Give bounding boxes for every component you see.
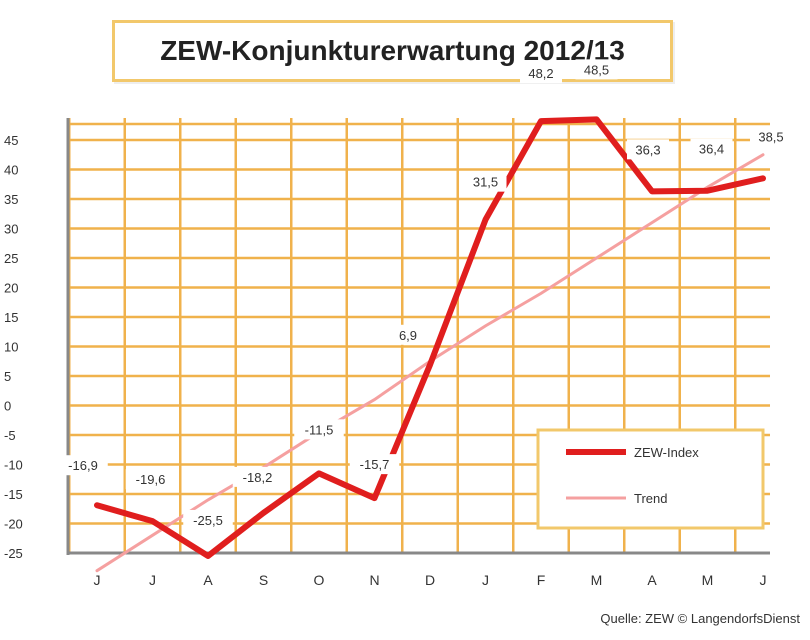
data-point xyxy=(261,510,266,516)
source-note: Quelle: ZEW © LangendorfsDienst xyxy=(600,611,800,626)
x-tick-label: J xyxy=(482,572,489,588)
data-label: 36,3 xyxy=(635,142,660,157)
data-label: -15,7 xyxy=(360,457,390,472)
x-tick-label: J xyxy=(760,572,767,588)
data-point xyxy=(538,118,544,124)
x-tick-label: J xyxy=(149,572,156,588)
data-label-bg xyxy=(349,454,400,475)
data-label-bg xyxy=(520,63,562,84)
data-label-bg xyxy=(627,139,669,160)
y-tick-label: 10 xyxy=(4,340,18,355)
data-label-bg xyxy=(294,419,344,440)
data-label-bg xyxy=(390,324,426,345)
data-label: -19,6 xyxy=(136,472,166,487)
data-label: -25,5 xyxy=(193,513,223,528)
y-tick-label: 15 xyxy=(4,310,18,325)
data-point xyxy=(705,188,710,194)
x-tick-label: S xyxy=(259,572,268,588)
x-tick-label: F xyxy=(537,572,546,588)
data-label-bg xyxy=(575,59,618,80)
data-label: 38,5 xyxy=(758,129,783,144)
data-label-bg xyxy=(183,509,233,530)
data-point xyxy=(427,362,433,368)
y-tick-label: -15 xyxy=(4,487,23,502)
y-tick-label: 30 xyxy=(4,222,18,237)
data-point xyxy=(205,553,211,559)
x-tick-label: D xyxy=(425,572,435,588)
x-tick-label: A xyxy=(203,572,213,588)
y-tick-label: 40 xyxy=(4,163,18,178)
data-label-bg xyxy=(464,171,507,192)
y-tick-label: 20 xyxy=(4,281,18,296)
data-point xyxy=(483,217,488,223)
y-tick-label: -25 xyxy=(4,546,23,561)
y-tick-label: -20 xyxy=(4,517,23,532)
data-label: 48,5 xyxy=(584,62,609,77)
x-tick-label: A xyxy=(647,572,657,588)
x-tick-label: J xyxy=(94,572,101,588)
x-tick-label: N xyxy=(369,572,379,588)
data-label-bg xyxy=(690,138,733,159)
data-label: -18,2 xyxy=(243,470,273,485)
data-point xyxy=(150,518,155,524)
data-label-bg xyxy=(750,126,792,147)
data-label: 48,2 xyxy=(528,66,553,81)
y-tick-label: 0 xyxy=(4,399,11,414)
data-label: -11,5 xyxy=(305,422,334,437)
y-tick-label: 25 xyxy=(4,251,18,266)
data-point xyxy=(316,470,322,476)
data-point xyxy=(372,495,377,501)
legend-box xyxy=(536,428,765,530)
data-label: 6,9 xyxy=(399,328,417,343)
legend-label-zew: ZEW-Index xyxy=(634,445,699,460)
data-label: 36,4 xyxy=(699,142,724,157)
data-label-bg xyxy=(58,455,108,476)
chart-title-box: ZEW-Konjunkturerwartung 2012/13 xyxy=(112,20,673,82)
data-point xyxy=(594,116,599,122)
data-point xyxy=(760,175,766,181)
legend-label-trend: Trend xyxy=(634,491,667,506)
x-tick-label: M xyxy=(702,572,714,588)
y-tick-label: 35 xyxy=(4,192,18,207)
x-tick-label: O xyxy=(314,572,325,588)
y-tick-label: 5 xyxy=(4,369,11,384)
chart-title: ZEW-Konjunkturerwartung 2012/13 xyxy=(160,35,625,66)
data-label-bg xyxy=(125,469,176,490)
y-tick-label: 45 xyxy=(4,133,18,148)
y-tick-label: -10 xyxy=(4,458,23,473)
data-point xyxy=(649,188,655,194)
x-tick-label: M xyxy=(591,572,603,588)
data-label-bg xyxy=(232,466,283,487)
y-tick-label: -5 xyxy=(4,428,16,443)
data-point xyxy=(94,502,100,508)
data-label: 31,5 xyxy=(473,175,498,190)
data-label: -16,9 xyxy=(68,458,98,473)
